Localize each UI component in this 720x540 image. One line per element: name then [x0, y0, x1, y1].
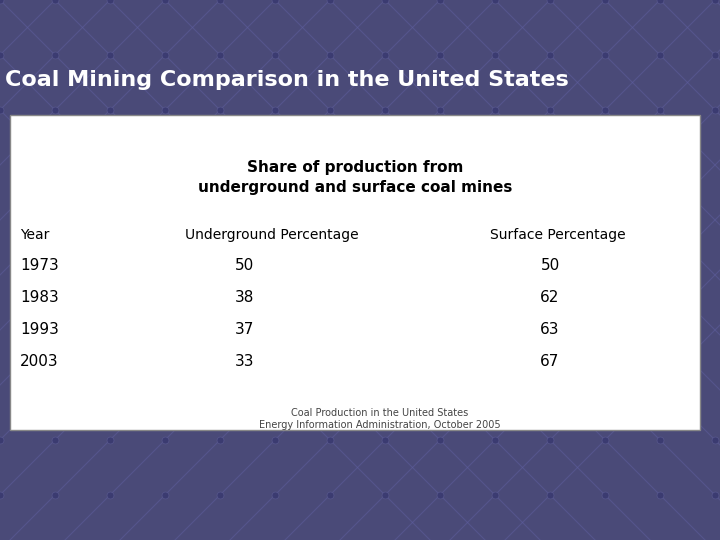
Text: 1983: 1983: [20, 289, 59, 305]
Text: Coal Production in the United States
Energy Information Administration, October : Coal Production in the United States Ene…: [259, 408, 501, 430]
Text: 63: 63: [540, 321, 559, 336]
Text: Underground Percentage: Underground Percentage: [185, 228, 359, 242]
Text: 37: 37: [235, 321, 255, 336]
Text: Coal Mining Comparison in the United States: Coal Mining Comparison in the United Sta…: [5, 70, 569, 90]
Text: 50: 50: [541, 258, 559, 273]
Text: 67: 67: [540, 354, 559, 368]
Text: Share of production from
underground and surface coal mines: Share of production from underground and…: [198, 160, 512, 195]
Text: 1993: 1993: [20, 321, 59, 336]
Text: Surface Percentage: Surface Percentage: [490, 228, 626, 242]
Bar: [10, 115, 700, 430]
Text: 38: 38: [235, 289, 255, 305]
Text: 62: 62: [540, 289, 559, 305]
Text: 1973: 1973: [20, 258, 59, 273]
Text: 2003: 2003: [20, 354, 58, 368]
Text: Year: Year: [20, 228, 50, 242]
Text: 33: 33: [235, 354, 255, 368]
Text: 50: 50: [235, 258, 255, 273]
